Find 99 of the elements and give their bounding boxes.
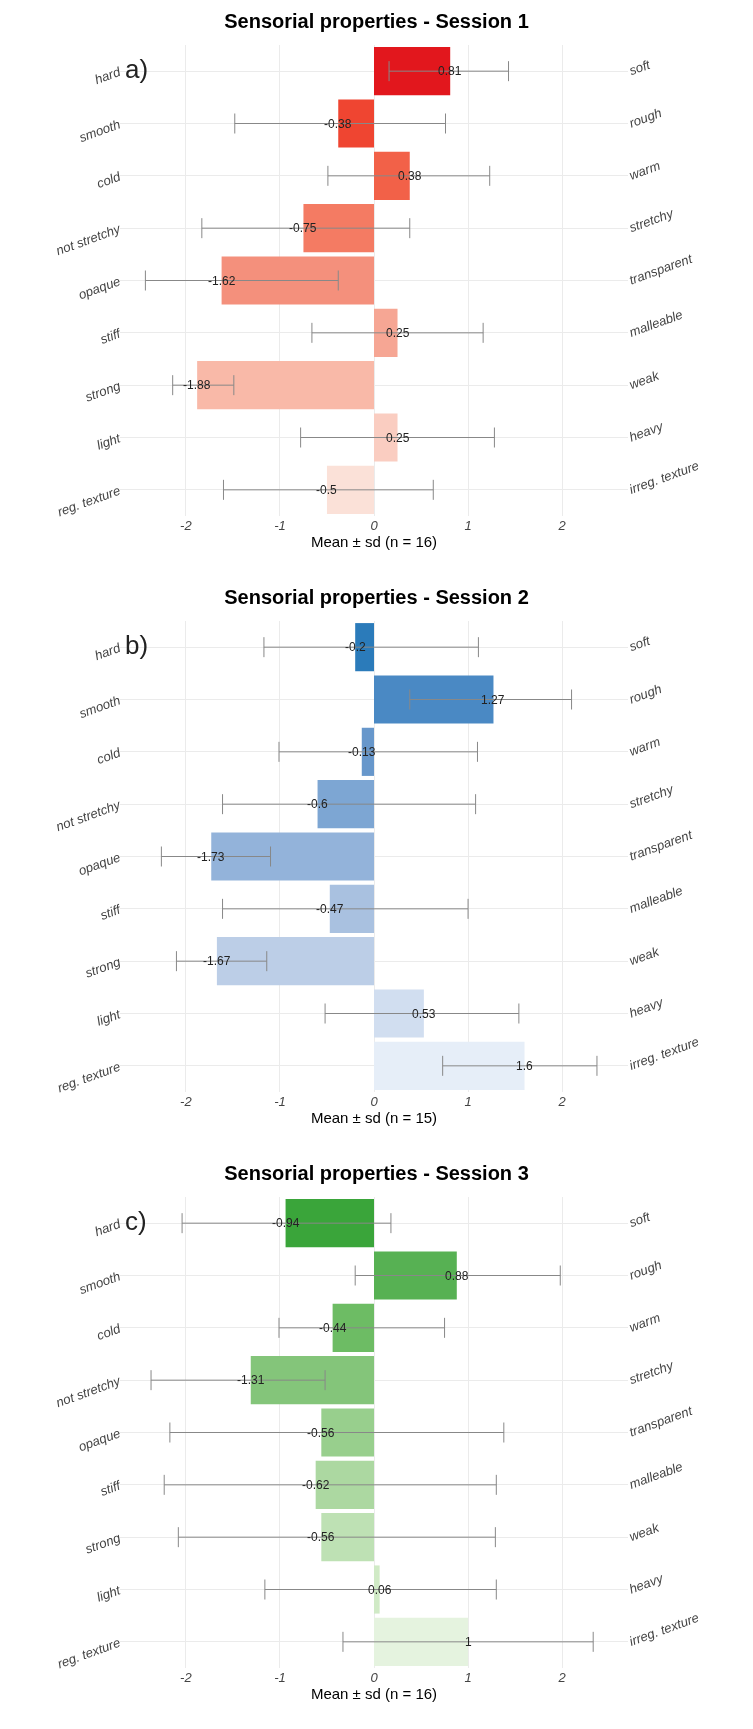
y-tick-label: strong [83, 377, 123, 405]
data-label: 0.88 [445, 1269, 469, 1283]
y-tick-label: smooth [77, 692, 123, 722]
annotation: c) [125, 1206, 147, 1236]
y-tick-label: not stretchy [53, 1372, 124, 1411]
data-label: -1.31 [237, 1373, 265, 1387]
data-label: -1.62 [208, 274, 236, 288]
y2-tick-label: stretchy [627, 780, 677, 812]
y2-tick-label: irreg. texture [627, 1609, 701, 1649]
data-label: 1.6 [516, 1059, 534, 1073]
data-label: 0.81 [438, 64, 462, 78]
chart-title: Sensorial properties - Session 1 [224, 10, 529, 33]
y2-tick-label: warm [627, 1309, 663, 1335]
data-label: -0.75 [289, 221, 317, 235]
data-label: -1.73 [197, 850, 225, 864]
y-tick-label: reg. texture [55, 482, 123, 520]
y-tick-label: opaque [76, 1425, 123, 1455]
data-label: -1.67 [203, 954, 231, 968]
x-tick-label: 2 [557, 1094, 567, 1109]
data-label: 0.25 [386, 326, 410, 340]
y-tick-label: stiff [98, 325, 124, 347]
x-tick-label: 0 [370, 1094, 379, 1109]
y-tick-label: opaque [76, 849, 123, 879]
y-tick-label: not stretchy [53, 220, 124, 259]
data-label: -0.56 [307, 1426, 335, 1440]
x-tick-label: 0 [370, 1670, 379, 1685]
y2-tick-label: heavy [627, 1570, 667, 1597]
annotation: b) [125, 630, 149, 660]
x-tick-label: 2 [557, 1670, 567, 1685]
x-tick-label: 0 [370, 518, 379, 533]
data-label: -0.56 [307, 1530, 335, 1544]
data-label: -1.88 [183, 378, 211, 392]
data-label: -0.13 [348, 745, 376, 759]
y2-tick-label: rough [627, 105, 664, 131]
y-tick-label: reg. texture [55, 1058, 123, 1096]
x-tick-label: -2 [180, 1670, 193, 1685]
y2-tick-label: warm [627, 733, 663, 759]
y-tick-label: light [94, 429, 124, 453]
data-label: 0.06 [368, 1583, 392, 1597]
y-tick-label: hard [92, 63, 123, 88]
y2-tick-label: rough [627, 1257, 664, 1283]
y-tick-label: strong [83, 953, 123, 981]
data-label: -0.44 [319, 1321, 347, 1335]
x-tick-label: 1 [464, 518, 472, 533]
x-axis-title: Mean ± sd (n = 15) [310, 1109, 438, 1126]
x-tick-label: 2 [557, 518, 567, 533]
y-tick-label: cold [94, 1320, 123, 1343]
x-tick-label: 1 [464, 1670, 472, 1685]
y-tick-label: stiff [98, 901, 124, 923]
data-label: 0.25 [386, 431, 410, 445]
x-tick-label: -2 [180, 1094, 193, 1109]
y-tick-label: reg. texture [55, 1634, 123, 1672]
y2-tick-label: soft [627, 56, 654, 79]
y-tick-label: not stretchy [53, 796, 124, 835]
data-label: 0.53 [412, 1007, 436, 1021]
x-tick-label: 1 [464, 1094, 472, 1109]
data-label: -0.5 [316, 483, 337, 497]
data-label: 1.27 [481, 693, 505, 707]
data-label: -0.6 [307, 797, 328, 811]
y2-tick-label: heavy [627, 418, 667, 445]
y-tick-label: light [94, 1581, 124, 1605]
y2-tick-label: heavy [627, 994, 667, 1021]
data-label: -0.2 [345, 640, 366, 654]
chart-title: Sensorial properties - Session 2 [224, 586, 529, 609]
x-axis-title: Mean ± sd (n = 16) [310, 533, 438, 550]
data-label: 1 [465, 1635, 472, 1649]
y-tick-label: cold [94, 168, 123, 191]
x-tick-label: -1 [274, 1670, 286, 1685]
y-tick-label: strong [83, 1529, 123, 1557]
y-tick-label: hard [92, 639, 123, 664]
data-label: -0.62 [302, 1478, 330, 1492]
annotation: a) [125, 54, 149, 84]
y-tick-label: light [94, 1005, 124, 1029]
y2-tick-label: weak [627, 943, 663, 969]
y2-tick-label: warm [627, 157, 663, 183]
y2-tick-label: irreg. texture [627, 457, 701, 497]
y2-tick-label: weak [627, 1519, 663, 1545]
y-tick-label: stiff [98, 1477, 124, 1499]
y2-tick-label: soft [627, 632, 654, 655]
y2-tick-label: stretchy [627, 204, 677, 236]
data-label: 0.38 [398, 169, 422, 183]
y2-tick-label: irreg. texture [627, 1033, 701, 1073]
x-tick-label: -1 [274, 518, 286, 533]
y-tick-label: opaque [76, 273, 123, 303]
y2-tick-label: soft [627, 1208, 654, 1231]
x-tick-label: -2 [180, 518, 193, 533]
y-tick-label: cold [94, 744, 123, 767]
data-label: -0.38 [324, 117, 352, 131]
y-tick-label: hard [92, 1215, 123, 1240]
data-label: -0.47 [316, 902, 344, 916]
x-tick-label: -1 [274, 1094, 286, 1109]
y2-tick-label: stretchy [627, 1356, 677, 1388]
y2-tick-label: rough [627, 681, 664, 707]
y2-tick-label: weak [627, 367, 663, 393]
y-tick-label: smooth [77, 1268, 123, 1298]
chart-title: Sensorial properties - Session 3 [224, 1162, 529, 1185]
data-label: -0.94 [272, 1216, 300, 1230]
x-axis-title: Mean ± sd (n = 16) [310, 1685, 438, 1702]
y-tick-label: smooth [77, 116, 123, 146]
